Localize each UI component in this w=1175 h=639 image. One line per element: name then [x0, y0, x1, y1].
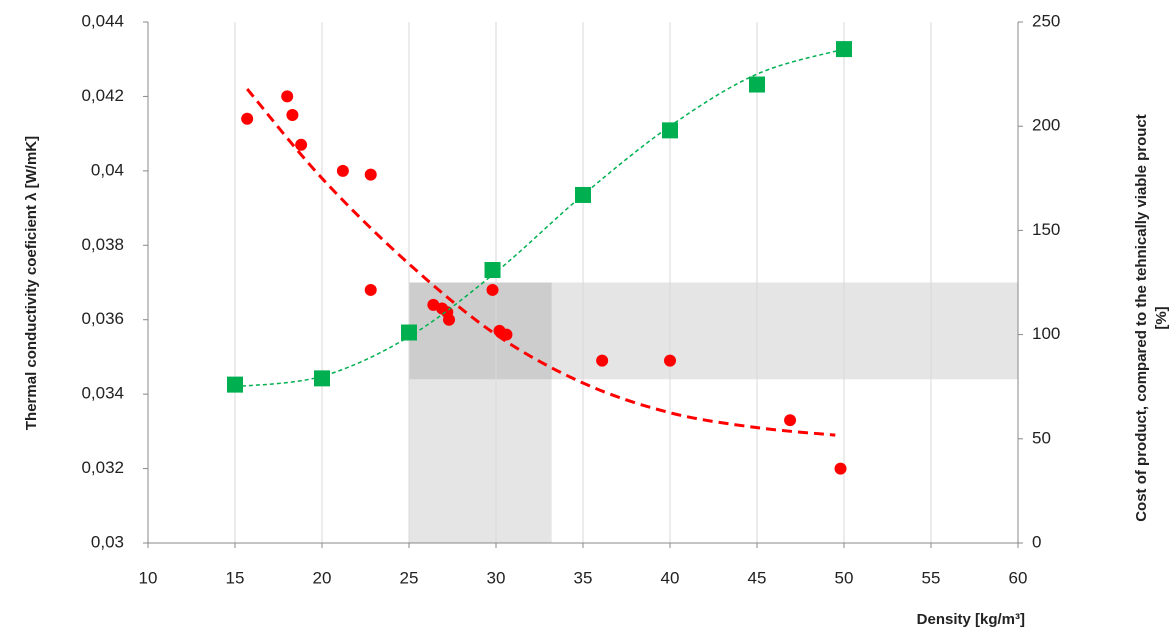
dot-marker	[364, 283, 377, 296]
x-tick-label: 30	[487, 568, 506, 587]
square-marker	[401, 324, 417, 341]
x-tick-label: 15	[226, 568, 245, 587]
x-tick-label: 60	[1009, 568, 1028, 587]
y-tick-label: 0,04	[91, 160, 124, 179]
x-axis-label: Density [kg/m³]	[917, 611, 1025, 628]
y2-tick-label: 50	[1032, 428, 1051, 447]
y-axis-label: Thermal conductivity coeficient λ [W/mK]	[23, 136, 40, 430]
dot-marker	[664, 354, 676, 367]
dot-marker	[295, 138, 308, 151]
dot-marker	[364, 168, 377, 181]
dot-marker	[500, 328, 513, 341]
x-tick-label: 10	[139, 568, 158, 587]
square-marker	[484, 261, 501, 278]
y2-tick-label: 250	[1032, 11, 1060, 30]
x-tick-label: 50	[835, 568, 854, 587]
y2-tick-label: 100	[1032, 324, 1060, 343]
y2-tick-label: 200	[1032, 116, 1060, 135]
dot-marker	[486, 283, 499, 296]
dot-marker	[336, 164, 349, 177]
x-tick-label: 40	[661, 568, 680, 587]
dot-marker	[596, 354, 609, 367]
x-tick-label: 45	[748, 568, 767, 587]
square-marker	[314, 370, 330, 387]
x-tick-label: 55	[922, 568, 941, 587]
highlight-band	[409, 282, 552, 543]
y-tick-label: 0,036	[81, 309, 124, 328]
dot-marker	[443, 313, 456, 326]
y2-axis-label: Cost of product, compared to the tehnica…	[1133, 114, 1150, 522]
square-marker	[227, 376, 243, 393]
square-marker	[749, 76, 765, 93]
dot-marker	[834, 462, 847, 475]
dot-marker	[241, 112, 254, 125]
x-tick-label: 35	[574, 568, 593, 587]
square-marker	[836, 41, 852, 58]
square-marker	[662, 122, 678, 139]
y2-tick-label: 150	[1032, 220, 1060, 239]
x-tick-label: 25	[400, 568, 419, 587]
y-tick-label: 0,03	[91, 532, 124, 551]
y-tick-label: 0,038	[81, 235, 124, 254]
y-tick-label: 0,042	[81, 86, 124, 105]
trend-line	[246, 88, 836, 437]
y2-tick-label: 0	[1032, 532, 1041, 551]
dot-marker	[286, 109, 299, 122]
y-tick-label: 0,034	[81, 384, 124, 403]
y-tick-label: 0,032	[81, 458, 124, 477]
dot-marker	[281, 90, 294, 103]
square-marker	[575, 186, 591, 203]
dot-marker	[784, 414, 797, 427]
x-tick-label: 20	[313, 568, 332, 587]
y2-axis-label: [%]	[1153, 306, 1170, 329]
y-tick-label: 0,044	[81, 11, 124, 30]
